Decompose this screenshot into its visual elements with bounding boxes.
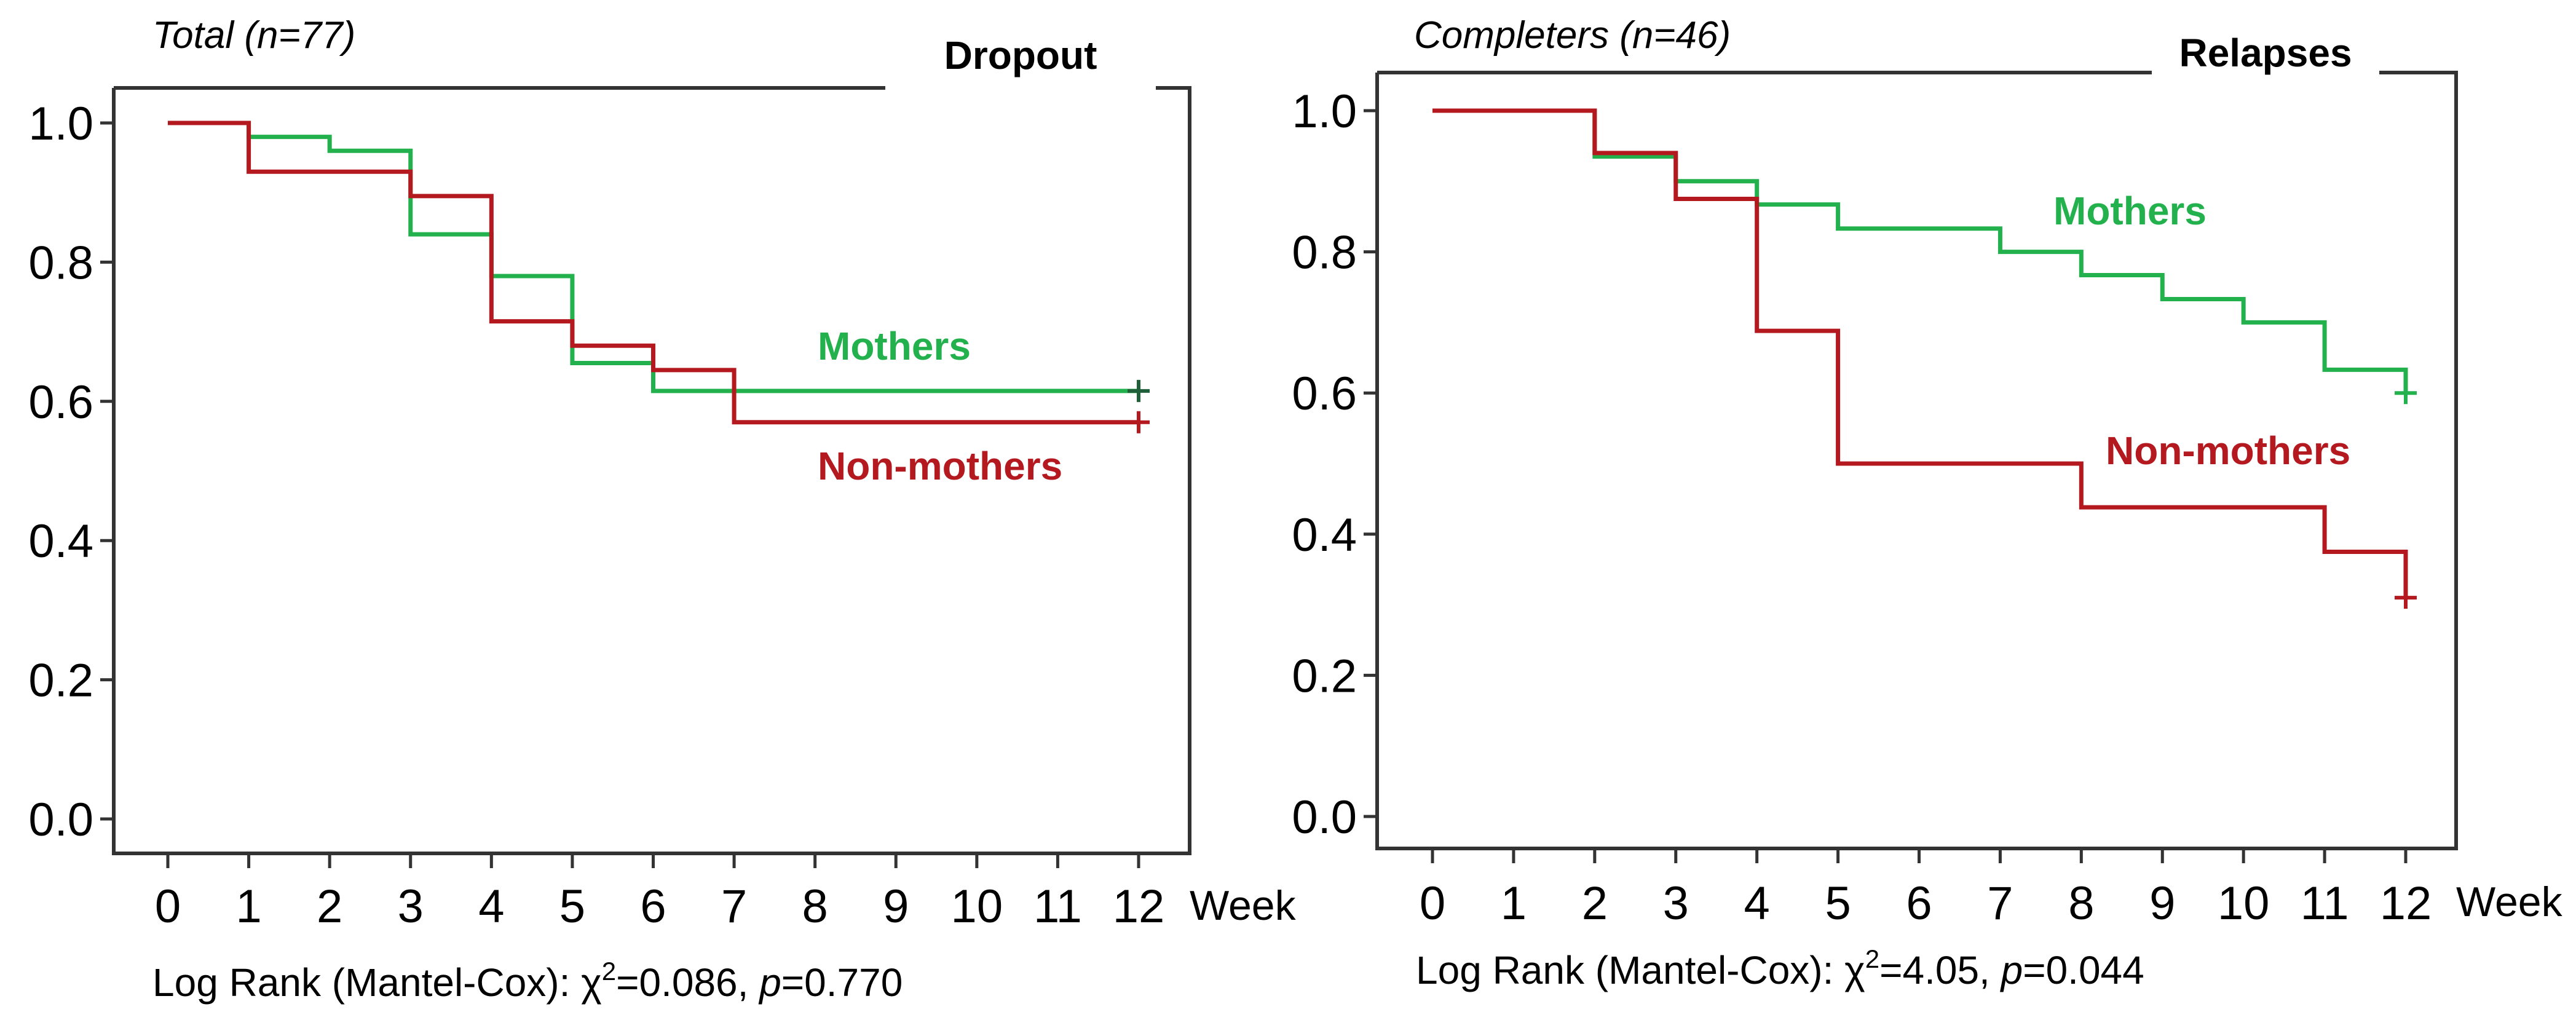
box-title: Dropout	[944, 33, 1097, 77]
y-tick-labels: 0.0 0.2 0.4 0.6 0.8 1.0	[1292, 85, 1357, 844]
x-tick-label: 8	[802, 880, 828, 933]
y-tick-label: 0.2	[28, 655, 93, 707]
stat-prefix: Log Rank (Mantel-Cox):	[1416, 948, 1844, 992]
y-tick-label: 0.4	[1292, 509, 1357, 561]
x-tick-label: 7	[1987, 877, 2013, 930]
panel-dropout: Total (n=77) Dropout 0.00.20.40.60.81.0 …	[28, 14, 1296, 1005]
chi-symbol: χ	[1844, 948, 1865, 992]
x-tick-label: 1	[1501, 877, 1527, 930]
x-axis-unit: Week	[2456, 879, 2563, 925]
y-tick-label: 0.0	[28, 794, 93, 846]
log-rank-statistic: Log Rank (Mantel-Cox): χ2=4.05, p=0.044	[1416, 944, 2144, 992]
x-tick-label: 7	[721, 880, 747, 933]
axis-ticks	[100, 121, 1140, 868]
x-tick-label: 5	[1825, 877, 1851, 930]
x-tick-label: 3	[1663, 877, 1689, 930]
box-title: Relapses	[2179, 31, 2352, 75]
plot-frame	[1375, 71, 2458, 850]
x-tick-label: 0	[1420, 877, 1445, 930]
x-tick-label: 3	[398, 880, 424, 933]
p-symbol: p	[758, 960, 781, 1005]
p-symbol: p	[2000, 948, 2023, 992]
censor-mark	[1128, 379, 1150, 402]
y-tick-label: 1.0	[1292, 85, 1357, 138]
cohort-title: Total (n=77)	[152, 14, 355, 57]
x-axis-unit: Week	[1190, 882, 1297, 929]
x-tick-label: 12	[2380, 877, 2432, 930]
x-tick-label: 2	[317, 880, 342, 933]
non-mothers-label: Non-mothers	[818, 444, 1062, 488]
y-tick-label: 0.8	[28, 237, 93, 289]
x-tick-label: 11	[1033, 880, 1082, 933]
censor-mark	[1128, 411, 1150, 433]
y-tick-label: 0.6	[28, 376, 93, 429]
x-tick-label: 8	[2068, 877, 2094, 930]
km-curve-mothers	[168, 121, 1139, 393]
y-tick-label: 0.0	[1292, 791, 1357, 844]
x-tick-label: 10	[951, 880, 1003, 933]
km-curve-non-mothers	[1432, 108, 2408, 598]
x-tick-label: 2	[1582, 877, 1608, 930]
km-curve-non-mothers	[168, 121, 1139, 425]
mothers-label: Mothers	[818, 324, 971, 368]
p-value: =0.770	[781, 960, 903, 1005]
log-rank-statistic: Log Rank (Mantel-Cox): χ2=0.086, p=0.770	[152, 957, 903, 1005]
censor-mark	[2395, 587, 2417, 609]
x-tick-label: 9	[883, 880, 909, 933]
x-tick-label: 9	[2149, 877, 2175, 930]
cohort-title: Completers (n=46)	[1414, 14, 1731, 57]
x-tick-label: 4	[1744, 877, 1770, 930]
x-tick-label: 6	[1906, 877, 1932, 930]
panel-relapses: Completers (n=46) Relapses 0.00.20.40.60…	[1292, 14, 2562, 992]
x-tick-label: 6	[640, 880, 666, 933]
y-tick-labels: 0.0 0.2 0.4 0.6 0.8 1.0	[28, 98, 93, 846]
chi-symbol: χ	[581, 960, 602, 1005]
x-tick-label: 12	[1113, 880, 1165, 933]
y-tick-label: 1.0	[28, 98, 93, 150]
x-tick-label: 4	[478, 880, 504, 933]
x-tick-label: 1	[235, 880, 261, 933]
series-group	[168, 121, 1150, 433]
y-tick-label: 0.8	[1292, 227, 1357, 279]
x-tick-label: 5	[559, 880, 585, 933]
y-tick-label: 0.2	[1292, 650, 1357, 702]
y-tick-label: 0.4	[28, 515, 93, 567]
plot-frame	[112, 86, 1191, 855]
censor-mark	[2395, 382, 2417, 405]
x-tick-labels: 0 1 2 3 4 5 6 7 8 9 10 11 12	[155, 880, 1164, 933]
axis-ticks	[1364, 109, 2408, 863]
chi-superscript: 2	[602, 957, 616, 986]
chi-value: =4.05,	[1879, 948, 2001, 992]
km-curve-mothers	[1432, 108, 2408, 393]
p-value: =0.044	[2023, 948, 2144, 992]
chi-value: =0.086,	[616, 960, 759, 1005]
x-tick-label: 10	[2218, 877, 2270, 930]
x-tick-label: 0	[155, 880, 181, 933]
chi-superscript: 2	[1865, 944, 1879, 973]
x-tick-label: 11	[2301, 877, 2349, 930]
y-tick-label: 0.6	[1292, 368, 1357, 420]
series-group	[1432, 108, 2417, 609]
non-mothers-label: Non-mothers	[2106, 429, 2350, 473]
x-tick-labels: 0 1 2 3 4 5 6 7 8 9 10 11 12	[1420, 877, 2432, 930]
mothers-label: Mothers	[2053, 189, 2207, 233]
stat-prefix: Log Rank (Mantel-Cox):	[152, 960, 581, 1005]
